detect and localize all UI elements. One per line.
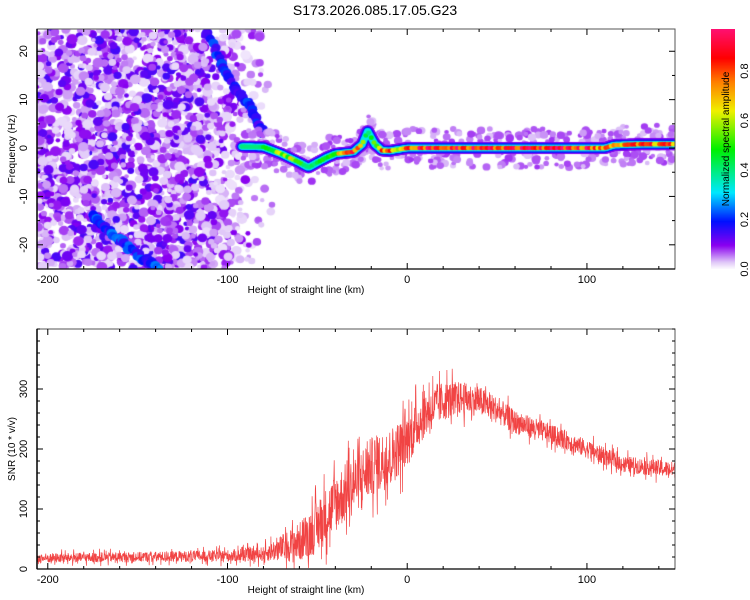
- colorbar-tick-label: 0.6: [739, 113, 750, 128]
- snr-x-tick-label: -200: [37, 574, 59, 586]
- spectrogram-heatmap: [37, 29, 675, 269]
- colorbar-tick-label: 0.0: [739, 261, 750, 276]
- colorbar-tick-label: 0.8: [739, 63, 750, 78]
- snr-y-axis-title: SNR (10 * v/v): [7, 417, 18, 481]
- snr-x-tick-label: -100: [216, 574, 238, 586]
- spectrogram-y-tick-label: -20: [18, 237, 30, 253]
- spectrogram-plot-frame: [36, 28, 676, 270]
- snr-x-tick-label: 100: [578, 574, 596, 586]
- chart-title: S173.2026.085.17.05.G23: [292, 2, 458, 18]
- colorbar-tick-label: 0.4: [739, 162, 750, 177]
- colorbar-label: Normalized spectral amplitude: [721, 71, 732, 206]
- spectrogram-y-tick-label: -10: [18, 188, 30, 204]
- snr-x-tick-label: 0: [404, 574, 410, 586]
- spectrogram-x-tick-label: 100: [578, 274, 596, 286]
- spectrogram-y-tick-label: 0: [18, 145, 30, 151]
- spectrogram-x-tick-label: -200: [37, 274, 59, 286]
- spectrogram-y-axis-title: Frequency (Hz): [7, 115, 18, 184]
- spectrogram-x-tick-label: -100: [216, 274, 238, 286]
- spectrogram-y-tick-label: 20: [18, 45, 30, 57]
- spectrogram-x-tick-label: 0: [404, 274, 410, 286]
- snr-series-line: [36, 368, 676, 569]
- colorbar-tick-label: 0.2: [739, 212, 750, 227]
- snr-y-tick-label: 300: [18, 380, 30, 398]
- spectrogram-x-axis-title: Height of straight line (km): [248, 285, 365, 296]
- colorbar: [711, 29, 735, 269]
- snr-x-axis-title: Height of straight line (km): [248, 585, 365, 596]
- spectrogram-y-tick-label: 10: [18, 94, 30, 106]
- snr-y-tick-label: 100: [18, 500, 30, 518]
- snr-y-tick-label: 0: [18, 566, 30, 572]
- snr-y-tick-label: 200: [18, 440, 30, 458]
